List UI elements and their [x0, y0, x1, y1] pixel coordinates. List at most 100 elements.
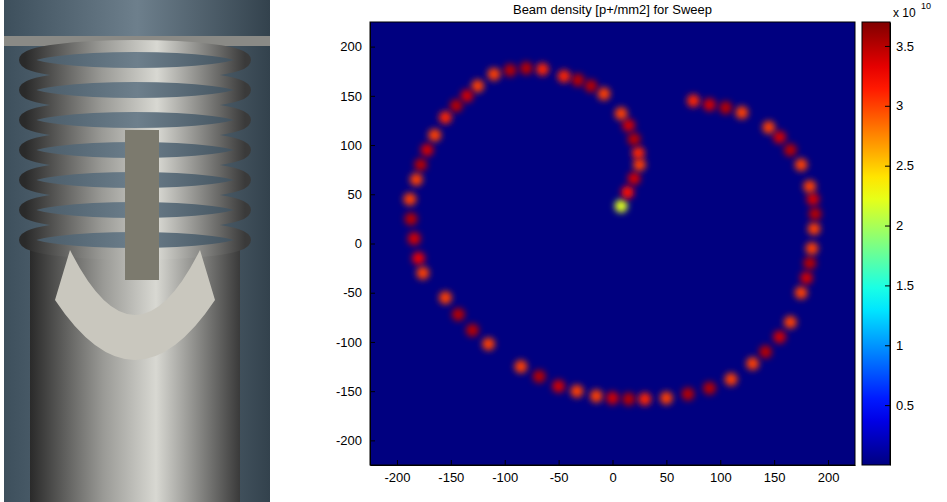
beam-spot — [471, 79, 484, 92]
y-axis-tick-mark — [370, 47, 375, 48]
beam-spot — [808, 222, 821, 235]
y-axis-tick-mark — [370, 145, 375, 146]
colorbar-axis-tick-mark — [885, 285, 890, 286]
beam-spot — [806, 193, 819, 206]
beam-spot — [615, 200, 628, 213]
photo-background — [4, 0, 270, 502]
x-axis-tick-mark — [828, 460, 829, 465]
beam-spot — [703, 98, 716, 111]
x-axis-tick-mark — [720, 460, 721, 465]
chart-title: Beam density [p+/mm2] for Sweep — [513, 2, 712, 17]
beam-spot — [606, 392, 619, 405]
beam-spot — [412, 252, 425, 265]
y-axis-tick: 150 — [340, 88, 375, 103]
beam-spot — [514, 360, 527, 373]
beam-spot — [482, 337, 495, 350]
beam-spot — [421, 143, 434, 156]
colorbar-axis-tick-mark — [885, 46, 890, 47]
plot-background — [370, 22, 855, 465]
photo-damage — [125, 130, 159, 280]
x-axis-tick: -150 — [438, 460, 464, 485]
beam-spot — [633, 158, 646, 171]
beam-spot — [703, 382, 716, 395]
photo-bellow — [25, 46, 245, 74]
beam-spot — [773, 331, 786, 344]
beam-spot — [784, 143, 797, 156]
beam-spot — [450, 99, 463, 112]
photo-flange — [30, 250, 240, 502]
y-axis-tick: -100 — [336, 335, 375, 350]
x-axis-tick-label: 200 — [818, 470, 840, 485]
beam-spot — [638, 393, 651, 406]
colorbar-axis-tick-label: 1.5 — [896, 278, 914, 293]
beam-spot — [504, 64, 517, 77]
beam-spot — [784, 316, 797, 329]
colorbar-axis-tick: 2 — [885, 218, 903, 233]
colorbar-axis: 0.511.522.533.5 — [885, 23, 914, 466]
y-axis-tick-mark — [370, 342, 375, 343]
beam-spot — [762, 121, 775, 134]
beam-spot — [632, 146, 645, 159]
beam-spot — [584, 79, 597, 92]
x-axis-tick-label: 0 — [609, 470, 616, 485]
colorbar-axis-tick-label: 1 — [896, 338, 903, 353]
colorbar-axis-tick-mark — [885, 106, 890, 107]
colorbar-axis-tick-mark — [885, 405, 890, 406]
x-axis-tick-mark — [451, 460, 452, 465]
y-axis-tick-mark — [370, 96, 375, 97]
x-axis-tick-label: 100 — [710, 470, 732, 485]
beam-spot — [404, 212, 417, 225]
y-axis-tick-label: -150 — [336, 384, 362, 399]
x-axis-tick-label: -100 — [492, 470, 518, 485]
x-axis-tick: 100 — [710, 460, 732, 485]
beam-spot — [746, 357, 759, 370]
beam-spot — [687, 94, 700, 107]
x-axis-tick-label: 150 — [764, 470, 786, 485]
y-axis: -200-150-100-50050100150200 — [336, 23, 375, 466]
colorbar-axis-tick: 1 — [885, 338, 903, 353]
x-axis: -200-150-100-50050100150200 — [371, 460, 856, 485]
colorbar-axis-tick-label: 3 — [896, 98, 903, 113]
x-axis-tick: 0 — [609, 460, 616, 485]
beam-spot — [428, 129, 441, 142]
colorbar — [862, 22, 890, 465]
x-axis-tick: 150 — [764, 460, 786, 485]
photo — [4, 0, 270, 502]
colorbar-axis-tick-mark — [885, 345, 890, 346]
beam-spot — [681, 388, 694, 401]
beam-spot — [735, 106, 748, 119]
colorbar-axis-tick: 1.5 — [885, 278, 914, 293]
y-axis-tick: -150 — [336, 384, 375, 399]
beam-spot — [621, 186, 634, 199]
x-axis-tick: -100 — [492, 460, 518, 485]
beam-spot — [408, 232, 421, 245]
x-axis-tick: 200 — [818, 460, 840, 485]
beam-spot — [533, 370, 546, 383]
beam-spot — [622, 393, 635, 406]
colorbar-multiplier: x 10 — [893, 6, 916, 20]
beam-spot — [520, 62, 533, 75]
beam-spot — [590, 390, 603, 403]
x-axis-tick: -50 — [550, 460, 569, 485]
y-axis-tick-label: -100 — [336, 335, 362, 350]
y-axis-tick: 200 — [340, 39, 375, 54]
x-axis-tick-mark — [559, 460, 560, 465]
beam-spot — [403, 193, 416, 206]
beam-spot — [410, 173, 423, 186]
x-axis-tick: 50 — [660, 460, 674, 485]
beam-spot — [795, 286, 808, 299]
beam-spot — [725, 373, 738, 386]
colorbar-axis-line — [890, 23, 891, 466]
beam-spot — [439, 111, 452, 124]
beam-spot — [536, 63, 549, 76]
beam-spot — [622, 119, 635, 132]
beam-spot — [615, 107, 628, 120]
beam-spot — [805, 242, 818, 255]
beam-spot — [461, 89, 474, 102]
beam-spot — [628, 133, 641, 146]
y-axis-tick-label: 0 — [355, 236, 362, 251]
x-axis-tick-label: -50 — [550, 470, 569, 485]
beam-spot — [809, 207, 822, 220]
plot-frame — [370, 22, 855, 465]
colorbar-exponent: 10 — [921, 1, 931, 11]
